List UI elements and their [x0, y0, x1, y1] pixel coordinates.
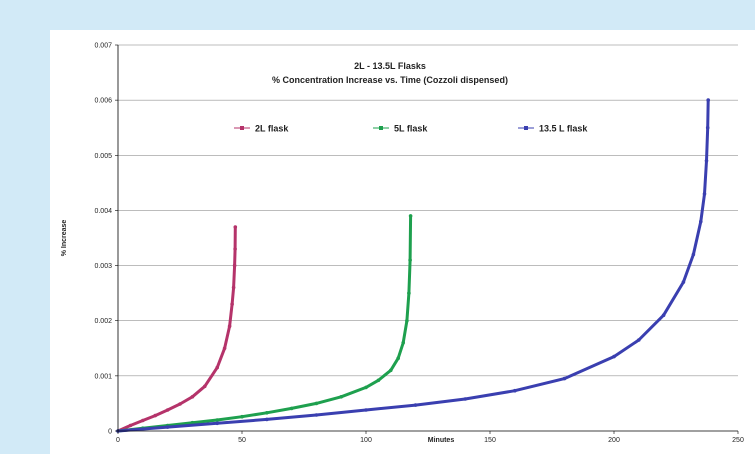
legend-marker [379, 126, 383, 130]
data-point [215, 365, 219, 370]
x-tick-label: 0 [116, 437, 120, 444]
data-point [339, 395, 344, 399]
data-point [389, 368, 393, 373]
data-point [203, 384, 207, 389]
chart-subtitle: % Concentration Increase vs. Time (Cozzo… [272, 75, 508, 85]
y-tick-label: 0.007 [94, 43, 112, 50]
legend-item: 13.5 L flask [518, 124, 588, 134]
y-ticks: 0 0.001 0.002 0.003 0.004 0.005 0.006 0.007 [94, 43, 118, 436]
data-point [396, 356, 401, 361]
data-point [364, 408, 368, 412]
data-point [233, 225, 238, 229]
data-point [190, 420, 195, 425]
x-tick-label: 200 [608, 437, 620, 444]
data-point [661, 313, 666, 318]
data-point [232, 263, 237, 268]
y-tick-label: 0.001 [94, 373, 112, 380]
legend-label: 2L flask [255, 124, 289, 134]
data-point [215, 421, 219, 426]
y-tick-label: 0.003 [94, 263, 112, 270]
data-point [222, 346, 227, 351]
data-point [128, 423, 133, 428]
data-point [401, 341, 406, 345]
data-point [141, 418, 145, 423]
x-tick-label: 150 [484, 437, 496, 444]
data-point [405, 318, 409, 323]
data-point [408, 214, 413, 218]
data-point [231, 285, 236, 290]
y-tick-label: 0.005 [94, 153, 112, 160]
series-3 [116, 98, 710, 433]
data-point [314, 401, 319, 406]
data-point [407, 291, 411, 295]
data-point [265, 417, 269, 422]
y-tick-label: 0.006 [94, 98, 112, 105]
data-point [165, 408, 170, 412]
y-tick-label: 0.004 [94, 208, 112, 215]
legend-marker [524, 126, 528, 130]
data-point [190, 395, 195, 399]
data-point [513, 388, 517, 393]
data-point [265, 411, 269, 415]
data-point [153, 413, 157, 418]
data-point [691, 252, 696, 257]
data-point [314, 413, 319, 417]
x-tick-label: 100 [360, 437, 372, 444]
data-point [376, 378, 381, 383]
data-point [165, 425, 170, 429]
data-point [413, 403, 418, 407]
data-point [705, 125, 710, 130]
series-line [116, 98, 710, 433]
data-point [702, 192, 707, 196]
data-point [706, 98, 710, 102]
data-point [240, 414, 244, 419]
data-point [408, 258, 412, 262]
data-point [230, 302, 234, 307]
data-point [562, 376, 567, 381]
x-axis-label: Minutes [428, 437, 455, 444]
x-ticks: 0 50 100 150 200 250 [116, 431, 744, 444]
series-line [116, 225, 237, 433]
legend-item: 5L flask [373, 124, 428, 134]
data-point [637, 338, 641, 342]
data-point [612, 354, 616, 359]
legend-item: 2L flask [234, 124, 289, 134]
y-tick-label: 0 [108, 429, 112, 436]
legend-label: 5L flask [394, 124, 428, 134]
legend-marker [240, 126, 244, 130]
x-tick-label: 250 [732, 437, 744, 444]
data-point [227, 324, 232, 329]
plot-area [118, 45, 738, 431]
x-tick-label: 50 [238, 437, 246, 444]
legend: 2L flask 5L flask 13.5 L flask [234, 124, 588, 134]
data-point [215, 418, 219, 422]
data-point [289, 406, 294, 411]
chart-title: 2L - 13.5L Flasks [354, 61, 426, 71]
gridlines [118, 44, 738, 377]
data-point [704, 159, 709, 163]
y-axis-label: % Increase [61, 220, 68, 257]
data-point [681, 280, 686, 284]
legend-label: 13.5 L flask [539, 124, 588, 134]
data-point [233, 247, 237, 251]
data-point [178, 402, 182, 406]
y-tick-label: 0.002 [94, 318, 112, 325]
data-point [463, 397, 468, 401]
data-point [364, 385, 368, 390]
data-point [699, 219, 703, 224]
series-layer [116, 98, 710, 433]
